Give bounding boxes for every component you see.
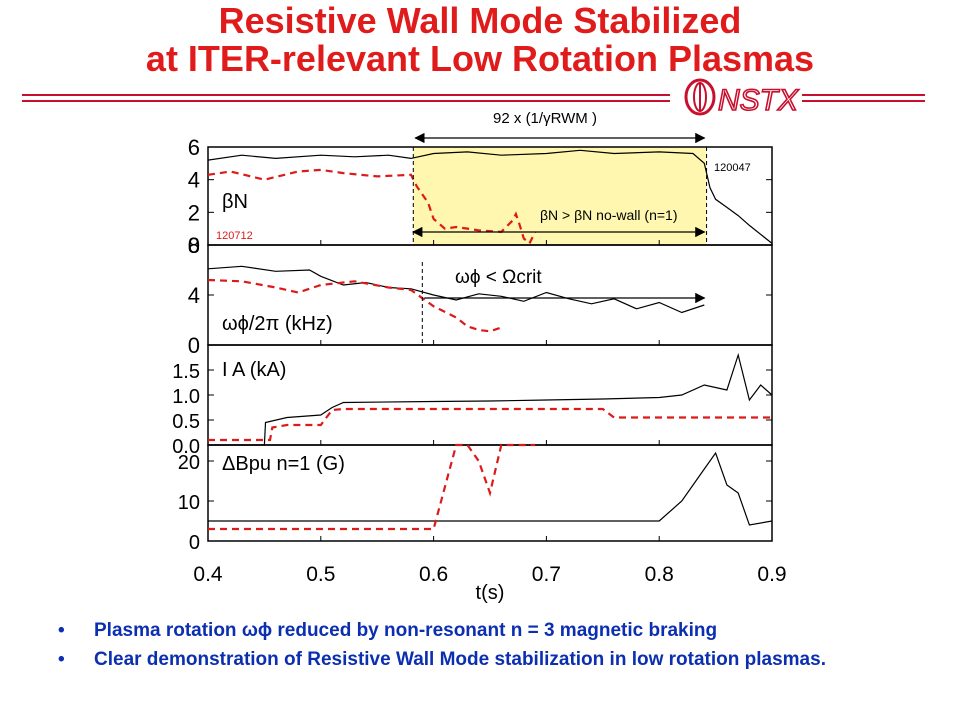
bullet-list: Plasma rotation ωϕ reduced by non-resona… (58, 618, 938, 676)
panel-frame-2 (207, 344, 773, 446)
shot-number-120047: 120047 (714, 162, 751, 174)
top-arrow-label: 92 x (1/γRWM ) (493, 110, 597, 127)
panel-label-3: ΔBpu n=1 (G) (222, 453, 345, 475)
y-tick-label-0-3: 6 (188, 135, 200, 160)
annotations: 92 x (1/γRWM ) βN > βN no-wall (n=1) ωϕ < … (412, 110, 708, 345)
y-tick-label-0-1: 2 (188, 200, 200, 225)
y-tick-label-3-1: 10 (178, 492, 200, 514)
y-tick-label-2-0: 0.0 (172, 436, 200, 458)
series-120047-panel-1 (207, 265, 705, 314)
logo-text: NSTX (718, 84, 799, 117)
beta-condition-label: βN > βN no-wall (n=1) (540, 207, 677, 223)
chart: NSTX 0 2 4 6 0 4 8 0.0 0.5 1.0 1.5 0 10 20 0.4 0.5 0.6 0.… (22, 78, 925, 604)
shot-number-120712: 120712 (216, 230, 253, 242)
series-120712-panel-1 (207, 278, 502, 333)
y-tick-label-3-0: 0 (189, 532, 200, 554)
x-tick-label-1: 0.5 (306, 563, 335, 586)
y-tick-label-2-1: 0.5 (172, 411, 200, 433)
panel-frame-3 (207, 444, 773, 542)
bullet-item-1: Plasma rotation ωϕ reduced by non-resona… (58, 618, 938, 643)
slide-title-line2: at ITER-relevant Low Rotation Plasmas (145, 38, 815, 79)
slide-title-line1: Resistive Wall Mode Stabilized (218, 0, 742, 41)
x-tick-label-5: 0.9 (757, 563, 786, 586)
y-tick-label-2-2: 1.0 (172, 386, 200, 408)
bullet-item-2: Clear demonstration of Resistive Wall Mo… (58, 647, 938, 672)
x-tick-label-3: 0.7 (532, 563, 561, 586)
logo-ring-icon (684, 78, 716, 116)
y-tick-label-0-2: 4 (188, 168, 200, 193)
series-120047-panel-2 (208, 352, 773, 446)
x-tick-label-0: 0.4 (193, 563, 223, 586)
series-120047-panel-3 (208, 451, 773, 526)
series-120712-panel-2 (208, 407, 772, 442)
nstx-logo: NSTX (684, 78, 800, 118)
series-120712-panel-0 (207, 168, 537, 246)
panel-label-1: ωϕ/2π (kHz) (222, 313, 333, 335)
y-tick-label-1-2: 8 (188, 233, 200, 258)
x-tick-label-2: 0.6 (419, 563, 448, 586)
title-underline (22, 94, 925, 102)
panel-label-0: βN (222, 191, 248, 213)
plot-panels: 0 2 4 6 0 4 8 0.0 0.5 1.0 1.5 0 10 20 0.4 0.5 0.6 0.7 0.8 0… (172, 135, 786, 604)
y-tick-label-1-1: 4 (188, 283, 200, 308)
y-tick-label-0-0: 0 (188, 233, 200, 258)
series-120047-panel-0 (207, 149, 773, 244)
highlight-region (413, 147, 707, 245)
rotation-condition-label: ωϕ < Ωcrit (455, 267, 542, 288)
y-tick-label-2-3: 1.5 (172, 361, 200, 383)
logo-inner-icon (693, 82, 707, 112)
y-tick-label-1-0: 0 (188, 333, 200, 358)
x-tick-label-4: 0.8 (645, 563, 674, 586)
panel-label-2: I A (kA) (222, 359, 286, 381)
y-tick-label-3-2: 20 (178, 452, 200, 474)
x-axis-title: t(s) (476, 582, 505, 604)
